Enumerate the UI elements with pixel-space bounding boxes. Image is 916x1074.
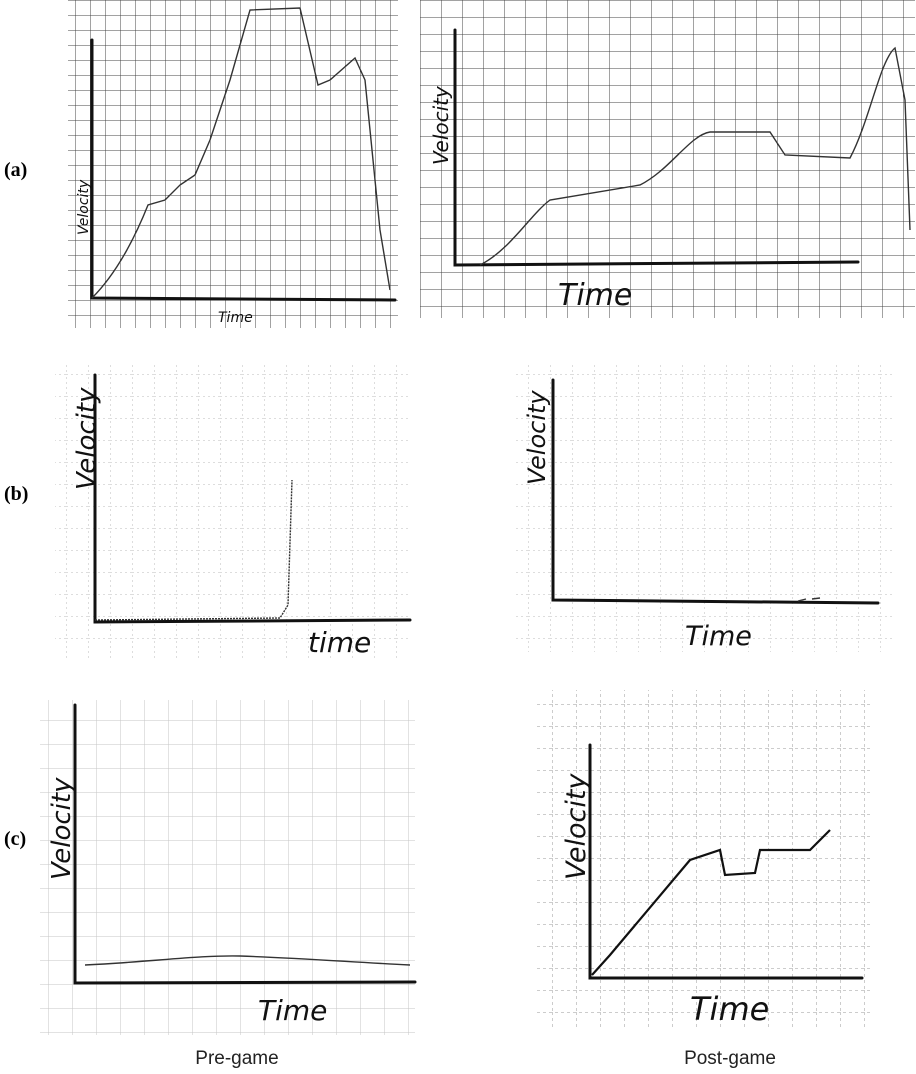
grid: [40, 700, 415, 1035]
row-label: (b): [4, 483, 28, 505]
sketch-panel: Velocity Time: [68, 0, 398, 328]
row-label: (c): [4, 828, 26, 850]
grid: [55, 362, 410, 660]
grid: [515, 362, 895, 652]
axes: [93, 373, 412, 624]
sketch-curve: [797, 597, 821, 602]
axes: [73, 703, 417, 985]
axes: [453, 28, 860, 267]
axes: [588, 743, 864, 980]
sketch-panel: Velocity Time: [535, 690, 870, 1030]
sketch-curve: [91, 7, 391, 299]
column-label: Post-game: [684, 1048, 776, 1069]
y-label: Velocity: [429, 85, 453, 165]
y-label: Velocity: [72, 387, 102, 490]
sketch-panel: Velocity Time: [515, 362, 895, 652]
row-label: (a): [4, 159, 27, 181]
y-label: Velocity: [523, 390, 551, 485]
sketch-curve: [591, 829, 831, 976]
y-label: Velocity: [47, 777, 77, 880]
column-label: Pre-game: [195, 1048, 278, 1069]
sketch-panel: Velocity Time: [40, 700, 417, 1035]
y-label: Velocity: [561, 773, 592, 880]
x-label: Time: [558, 278, 632, 313]
x-label: Time: [685, 621, 752, 652]
x-label: Time: [690, 990, 769, 1028]
sketch-panel: Velocity time: [55, 362, 412, 660]
sketch-curve: [479, 46, 911, 266]
x-label: time: [308, 626, 371, 659]
x-label: Time: [218, 310, 253, 326]
axes: [551, 378, 880, 605]
sketch-panel: Velocity Time: [420, 0, 915, 318]
grid: [420, 0, 915, 318]
sketch-curve: [94, 479, 293, 621]
sketch-curve: [84, 955, 411, 966]
x-label: Time: [258, 994, 327, 1027]
grid: [68, 0, 398, 328]
y-label: Velocity: [76, 179, 92, 235]
